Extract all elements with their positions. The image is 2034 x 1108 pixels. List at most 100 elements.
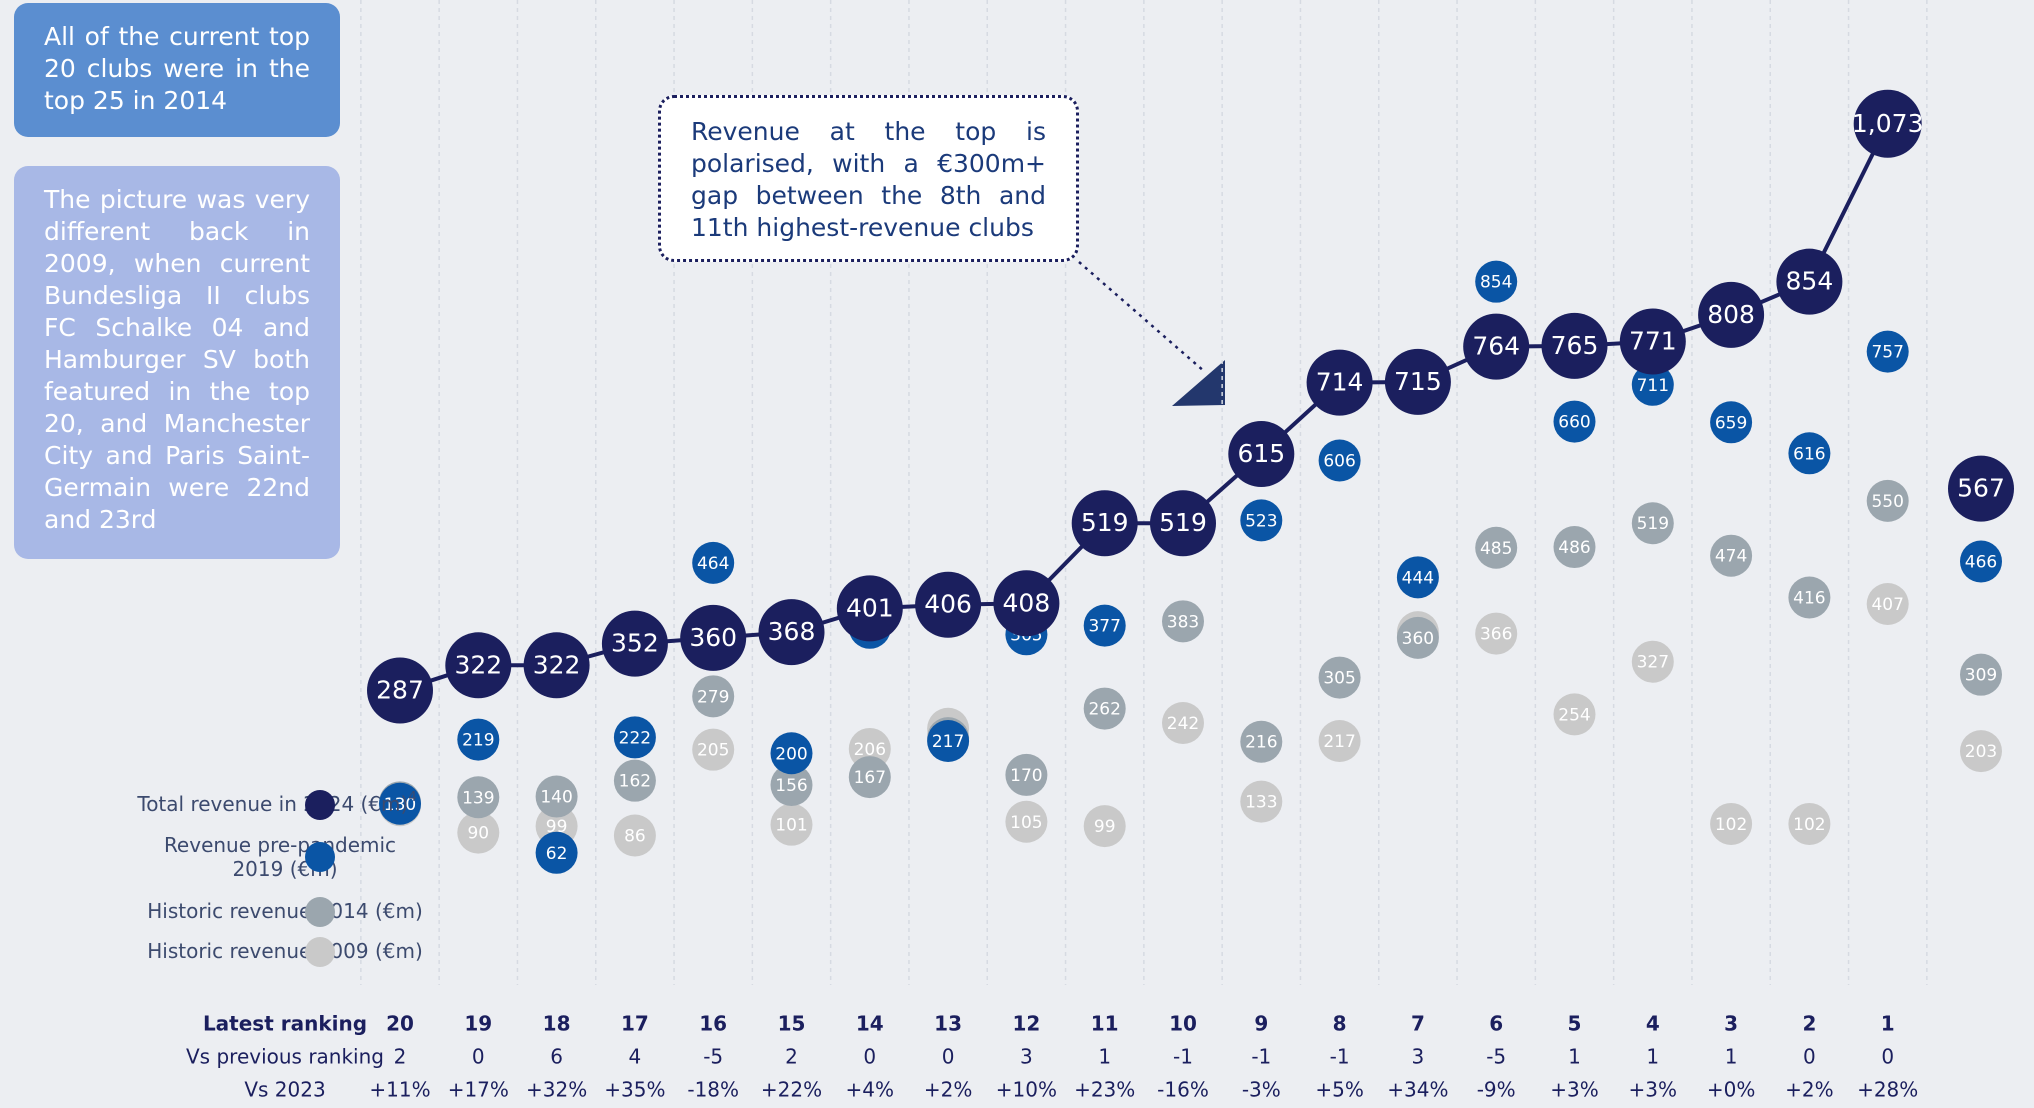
legend-label-text: Historic revenue 2009 (€m) <box>147 939 423 963</box>
dot <box>379 782 421 825</box>
row-value: +3% <box>1550 1078 1599 1102</box>
row-value: +3% <box>1629 1078 1678 1102</box>
row-value: -18% <box>687 1078 739 1102</box>
data-label: 62 <box>546 844 568 864</box>
dot <box>1553 693 1596 736</box>
data-label: 764 <box>1472 332 1520 361</box>
data-label: 401 <box>846 593 894 622</box>
data-label: 486 <box>1558 538 1590 558</box>
dot <box>1788 576 1831 619</box>
dot <box>1631 640 1674 683</box>
dot <box>1553 400 1596 443</box>
legend-marker <box>305 897 335 927</box>
data-label: 140 <box>540 788 572 808</box>
row-value: 14 <box>856 1012 884 1036</box>
dot <box>1396 556 1439 599</box>
dot <box>1710 401 1753 444</box>
row-value: 9 <box>1254 1012 1268 1036</box>
dot <box>1463 313 1530 380</box>
row-value: 15 <box>778 1012 806 1036</box>
row-value: 8 <box>1333 1012 1347 1036</box>
legend-label: Revenue pre-pandemic 2019 (€m) <box>164 833 396 881</box>
legend-label: Historic revenue 2014 (€m) <box>147 899 423 923</box>
row-value: 0 <box>472 1045 485 1069</box>
dot <box>1240 720 1283 763</box>
data-label: 217 <box>1323 732 1355 752</box>
legend-label-text: Historic revenue 2014 (€m) <box>147 899 423 923</box>
row-label: Latest ranking <box>203 1012 367 1036</box>
callout-arrow <box>1172 360 1225 406</box>
data-label: 90 <box>467 824 489 844</box>
row-value: +35% <box>604 1078 665 1102</box>
row-value: 12 <box>1012 1012 1040 1036</box>
dot <box>535 775 578 818</box>
data-label: 771 <box>1629 327 1677 356</box>
row-value: -9% <box>1477 1078 1516 1102</box>
dot <box>1710 534 1753 577</box>
dot <box>1866 583 1909 626</box>
data-label: 408 <box>1003 588 1051 617</box>
dot <box>1005 800 1048 843</box>
dot <box>1228 421 1295 488</box>
legend-label: Historic revenue 2009 (€m) <box>147 939 423 963</box>
row-value: +5% <box>1315 1078 1364 1102</box>
data-label: 474 <box>1715 547 1747 567</box>
dot <box>1710 802 1753 845</box>
dot <box>1960 730 2002 773</box>
data-label: 485 <box>1480 539 1512 559</box>
row-value: 16 <box>699 1012 727 1036</box>
dot <box>1306 349 1373 416</box>
data-label: 368 <box>768 617 816 646</box>
row-value: 1 <box>1098 1045 1111 1069</box>
legend-label: Total revenue in 2024 (€m)4 <box>136 790 416 816</box>
data-label: 287 <box>376 676 424 705</box>
dot <box>927 720 970 763</box>
row-value: +0% <box>1707 1078 1756 1102</box>
data-label: 206 <box>854 740 886 760</box>
dot <box>1960 653 2002 696</box>
dot <box>1788 432 1831 475</box>
row-value: 20 <box>386 1012 414 1036</box>
data-label: 170 <box>1010 766 1042 786</box>
row-value: 1 <box>1725 1045 1738 1069</box>
dot <box>915 571 982 638</box>
data-label: 222 <box>619 728 651 748</box>
data-label: 616 <box>1793 444 1825 464</box>
row-value: 6 <box>550 1045 563 1069</box>
dot <box>1698 281 1765 348</box>
dot <box>1162 600 1204 643</box>
data-label: 133 <box>1245 793 1277 813</box>
row-value: 7 <box>1411 1012 1425 1036</box>
dot <box>770 803 813 846</box>
data-label: 567 <box>1957 474 2005 503</box>
dot <box>523 632 590 699</box>
data-label: 162 <box>619 772 651 792</box>
data-label: 765 <box>1551 331 1599 360</box>
dot <box>692 541 735 584</box>
data-label: 156 <box>775 776 807 796</box>
dot <box>613 716 656 759</box>
dot <box>1083 805 1126 848</box>
data-label: 366 <box>1480 625 1512 645</box>
data-label: 416 <box>1793 589 1825 609</box>
callout: Revenue at the top is polarised, with a … <box>658 95 1079 262</box>
row-value: 1 <box>1568 1045 1581 1069</box>
row-label: Vs 2023 <box>244 1078 325 1102</box>
dot <box>1960 540 2002 583</box>
data-label: 383 <box>1167 612 1199 632</box>
row-value: 2 <box>1802 1012 1816 1036</box>
data-label: 216 <box>1245 733 1277 753</box>
data-label: 139 <box>462 788 494 808</box>
data-label: 167 <box>854 768 886 788</box>
row-value: -1 <box>1251 1045 1271 1069</box>
dot <box>1005 753 1048 796</box>
data-label: 1,073 <box>1852 109 1924 138</box>
row-value: 5 <box>1568 1012 1582 1036</box>
dot <box>1475 612 1518 655</box>
row-value: -5 <box>703 1045 723 1069</box>
data-label: 377 <box>1088 617 1120 637</box>
data-label: 322 <box>533 650 581 679</box>
row-value: -16% <box>1157 1078 1209 1102</box>
row-value: 18 <box>543 1012 571 1036</box>
dot <box>1631 363 1674 406</box>
